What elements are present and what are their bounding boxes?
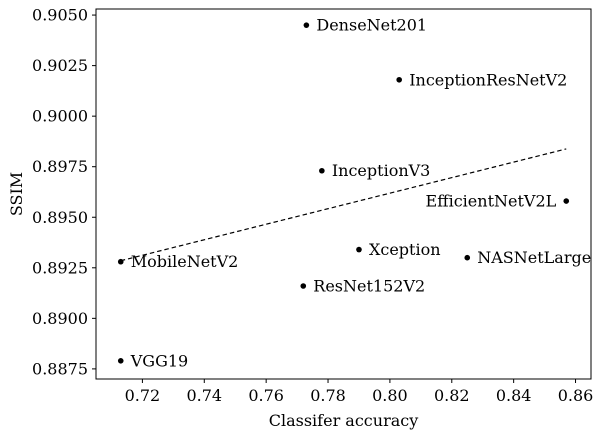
data-point — [319, 167, 325, 174]
y-tick-label: 0.8900 — [32, 309, 88, 328]
y-tick-label: 0.9000 — [32, 107, 88, 126]
y-tick-label: 0.9025 — [32, 56, 88, 75]
data-point — [396, 76, 402, 83]
plot-frame — [95, 8, 592, 380]
x-tick-label: 0.80 — [372, 386, 408, 405]
y-axis: 0.8875 0.8900 0.8925 0.8950 0.8975 0.9000 0.90… — [32, 6, 96, 378]
y-tick-label: 0.8975 — [32, 157, 88, 176]
data-point — [300, 283, 307, 289]
x-tick-label: 0.78 — [310, 386, 346, 405]
data-point — [303, 22, 310, 28]
point-label: Xception — [369, 240, 441, 259]
x-tick-label: 0.86 — [558, 386, 594, 405]
y-tick-label: 0.8925 — [32, 258, 88, 277]
x-tick-label: 0.76 — [248, 386, 284, 405]
x-axis: 0.72 0.74 0.76 0.78 0.80 0.82 0.84 0.86 — [125, 379, 594, 405]
x-tick-label: 0.72 — [125, 386, 161, 405]
y-tick-label: 0.9050 — [32, 6, 88, 25]
x-tick-label: 0.74 — [186, 386, 222, 405]
data-point — [464, 254, 471, 261]
point-label: ResNet152V2 — [313, 276, 425, 295]
point-label: MobileNetV2 — [131, 252, 239, 271]
x-tick-label: 0.84 — [496, 386, 532, 405]
y-tick-label: 0.8875 — [32, 359, 88, 378]
x-tick-label: 0.82 — [434, 386, 470, 405]
trend-line — [120, 148, 567, 262]
x-axis-label: Classifer accuracy — [269, 411, 419, 430]
point-label: NASNetLarge — [477, 248, 591, 267]
data-point — [563, 198, 570, 204]
y-axis-label: SSIM — [7, 172, 26, 216]
y-tick-label: 0.8950 — [32, 208, 88, 227]
point-label: InceptionResNetV2 — [409, 70, 567, 89]
point-label: EfficientNetV2L — [426, 192, 557, 211]
data-point — [356, 246, 362, 253]
point-label: InceptionV3 — [332, 161, 431, 180]
data-point — [117, 258, 124, 265]
data-point — [117, 358, 124, 364]
plot-content: DenseNet201 InceptionResNetV2 InceptionV3 E… — [117, 16, 591, 370]
point-label: DenseNet201 — [316, 16, 427, 35]
point-label: VGG19 — [130, 351, 188, 370]
